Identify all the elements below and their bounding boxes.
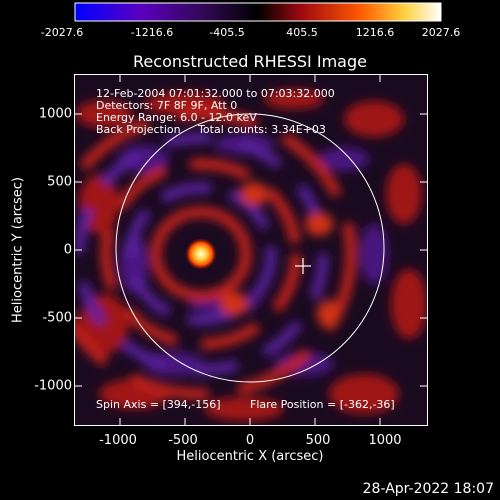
y-tick-label: 1000 <box>38 106 72 122</box>
plot-title: Reconstructed RHESSI Image <box>133 52 367 71</box>
x-tick-label: -1000 <box>99 433 137 448</box>
colorbar <box>74 2 442 22</box>
rhessi-image <box>74 74 428 426</box>
x-tick-label: 500 <box>305 433 331 448</box>
info-time-range: 12-Feb-2004 07:01:32.000 to 07:03:32.000 <box>96 87 335 100</box>
colorbar-tick: 2027.6 <box>421 26 461 39</box>
y-tick-label: -500 <box>42 310 72 326</box>
x-tick-label: 1000 <box>368 433 402 448</box>
info-method-counts: Back Projection Total counts: 3.34E+03 <box>96 123 326 136</box>
y-tick-label: 0 <box>63 242 72 258</box>
spin-axis-label: Spin Axis = [394,-156] <box>96 398 221 411</box>
solar-limb <box>115 113 385 383</box>
info-energy-range: Energy Range: 6.0 - 12.0 keV <box>96 111 257 124</box>
y-tick-label: 500 <box>47 174 72 190</box>
x-axis-label: Heliocentric X (arcsec) <box>176 449 324 464</box>
info-detectors: Detectors: 7F 8F 9F, Att 0 <box>96 99 238 112</box>
colorbar-tick: -2027.6 <box>40 26 84 39</box>
colorbar-tick: 1216.6 <box>355 26 395 39</box>
spin-axis-marker <box>295 258 311 274</box>
flare-position-label: Flare Position = [-362,-36] <box>250 398 395 411</box>
y-tick-label: -1000 <box>34 378 72 394</box>
x-tick-label: 0 <box>245 433 255 448</box>
x-tick-label: -500 <box>168 433 198 448</box>
colorbar-tick: -405.5 <box>209 26 245 39</box>
footer-date: 28-Apr-2022 18:07 <box>362 481 494 497</box>
y-axis-label: Heliocentric Y (arcsec) <box>10 177 26 323</box>
colorbar-tick: 405.5 <box>286 26 318 39</box>
colorbar-tick: -1216.6 <box>130 26 174 39</box>
